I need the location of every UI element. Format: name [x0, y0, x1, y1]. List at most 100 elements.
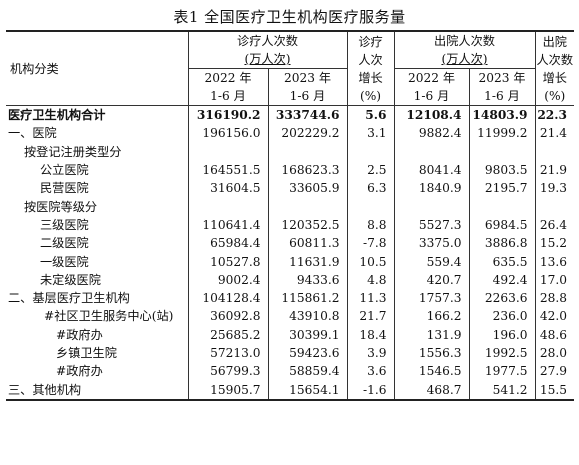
cell-i23: 1992.5	[468, 343, 535, 363]
cell-v23: 15654.1	[267, 380, 347, 401]
cell-vg: 10.5	[346, 252, 394, 271]
cell-v22: 104128.4	[187, 288, 268, 308]
header-inpatients-title: 出院人次数	[434, 34, 495, 48]
header-category: 机构分类	[6, 30, 188, 106]
cell-v23: 333744.6	[267, 105, 347, 125]
row-label: 三级医院	[40, 217, 89, 232]
table-row: 一、医院 196156.0 202229.2 3.1 9882.4 11999.2 21.4	[6, 124, 574, 143]
row-label: 医疗卫生机构合计	[8, 108, 106, 123]
cell-ig: 26.4	[534, 215, 574, 235]
cell-v22: 57213.0	[187, 343, 268, 363]
row-label: #政府办	[56, 327, 103, 342]
cell-vg: 4.8	[346, 270, 394, 289]
cell-ig: 48.6	[534, 325, 574, 344]
header-inpatients-2022: 2022 年	[393, 68, 469, 87]
header-visits-2023: 2023 年	[267, 68, 347, 87]
cell-v22: 164551.5	[187, 160, 268, 180]
header-visits-2023-year: 2023 年	[283, 71, 332, 85]
cell-v23: 33605.9	[267, 179, 347, 198]
row-label: 一级医院	[40, 254, 89, 269]
cell-vg: 3.1	[346, 124, 394, 143]
row-label: #社区卫生服务中心(站)	[44, 309, 174, 324]
table-row: #政府办 25685.2 30399.1 18.4 131.9 196.0 48.6	[6, 325, 574, 344]
cell-vg	[346, 142, 394, 161]
cell-v23: 11631.9	[267, 252, 347, 271]
cell-v23	[267, 142, 347, 161]
table-body: 医疗卫生机构合计 316190.2 333744.6 5.6 12108.4 14803.…	[6, 105, 574, 401]
cell-ig: 21.9	[534, 160, 574, 180]
cell-i22: 1840.9	[393, 179, 469, 198]
cell-i22: 9882.4	[393, 124, 469, 143]
cell-vg: 8.8	[346, 215, 394, 235]
cell-v23: 59423.6	[267, 343, 347, 363]
cell-ig: 28.8	[534, 288, 574, 308]
medical-service-table: 机构分类 诊疗人次数 (万人次) 诊疗 人次 增长 (%) 出院人次数 (万人次…	[6, 30, 574, 401]
cell-v22: 65984.4	[187, 234, 268, 253]
row-label: 二级医院	[40, 236, 89, 251]
cell-v23: 120352.5	[267, 215, 347, 235]
cell-v23: 60811.3	[267, 234, 347, 253]
table-row: 二级医院 65984.4 60811.3 -7.8 3375.0 3886.8 15.2	[6, 234, 574, 253]
cell-v22: 10527.8	[187, 252, 268, 271]
cell-vg: 3.6	[346, 362, 394, 381]
header-inpatients-2022-year: 2022 年	[407, 71, 456, 85]
header-inpatients-growth-l2: 人次数	[536, 52, 574, 67]
cell-i22: 1757.3	[393, 288, 469, 308]
cell-i23: 14803.9	[468, 105, 535, 125]
cell-vg: 11.3	[346, 288, 394, 308]
cell-i23: 492.4	[468, 270, 535, 289]
header-inpatients-growth-l4: (%)	[544, 88, 566, 103]
row-label: 按医院等级分	[24, 199, 98, 214]
cell-v22: 110641.4	[187, 215, 268, 235]
cell-v23: 168623.3	[267, 160, 347, 180]
cell-ig: 27.9	[534, 362, 574, 381]
cell-vg: 2.5	[346, 160, 394, 180]
cell-vg: -1.6	[346, 380, 394, 401]
row-label: 民营医院	[40, 181, 89, 196]
cell-i23: 1977.5	[468, 362, 535, 381]
cell-i22: 5527.3	[393, 215, 469, 235]
table-row: #社区卫生服务中心(站) 36092.8 43910.8 21.7 166.2 236.0…	[6, 307, 574, 326]
cell-i22: 468.7	[393, 380, 469, 401]
table-row: 公立医院 164551.5 168623.3 2.5 8041.4 9803.5 21.9	[6, 160, 574, 180]
row-label: 公立医院	[40, 163, 89, 178]
table-row: 医疗卫生机构合计 316190.2 333744.6 5.6 12108.4 14803.…	[6, 105, 574, 125]
cell-vg: 21.7	[346, 307, 394, 326]
cell-ig: 22.3	[534, 105, 574, 125]
cell-ig	[534, 142, 574, 161]
cell-i22: 1546.5	[393, 362, 469, 381]
header-visits-2022-year: 2022 年	[204, 71, 252, 85]
cell-v22: 196156.0	[187, 124, 268, 143]
cell-v22: 15905.7	[187, 380, 268, 401]
cell-v23: 58859.4	[267, 362, 347, 381]
cell-ig: 15.5	[534, 380, 574, 401]
cell-vg: 3.9	[346, 343, 394, 363]
cell-ig: 13.6	[534, 252, 574, 271]
cell-v22: 36092.8	[187, 307, 268, 326]
header-visits-2023-period: 1-6 月	[267, 87, 347, 106]
cell-v22: 9002.4	[187, 270, 268, 289]
cell-vg	[346, 197, 394, 216]
table-title: 表1 全国医疗卫生机构医疗服务量	[173, 8, 406, 26]
cell-v23: 30399.1	[267, 325, 347, 344]
cell-v22: 31604.5	[187, 179, 268, 198]
header-visits-growth-l2: 人次	[358, 52, 383, 67]
row-label: 一、医院	[8, 126, 57, 141]
header-inpatients-growth: 出院 人次数 增长 (%)	[534, 30, 574, 106]
row-label: 乡镇卫生院	[56, 346, 117, 360]
table-row: 按医院等级分	[6, 197, 574, 216]
cell-v23	[267, 197, 347, 216]
header-visits-2022-period: 1-6 月	[187, 87, 268, 106]
table-header: 机构分类 诊疗人次数 (万人次) 诊疗 人次 增长 (%) 出院人次数 (万人次…	[6, 30, 574, 106]
cell-vg: -7.8	[346, 234, 394, 253]
cell-v22	[187, 197, 268, 216]
cell-i23: 2195.7	[468, 179, 535, 198]
cell-vg: 6.3	[346, 179, 394, 198]
cell-v22	[187, 142, 268, 161]
cell-i23	[468, 142, 535, 161]
table-row: 民营医院 31604.5 33605.9 6.3 1840.9 2195.7 19.3	[6, 179, 574, 198]
cell-ig: 15.2	[534, 234, 574, 253]
cell-i22: 12108.4	[393, 105, 469, 125]
table-row: 按登记注册类型分	[6, 142, 574, 161]
row-label: 三、其他机构	[6, 380, 188, 401]
